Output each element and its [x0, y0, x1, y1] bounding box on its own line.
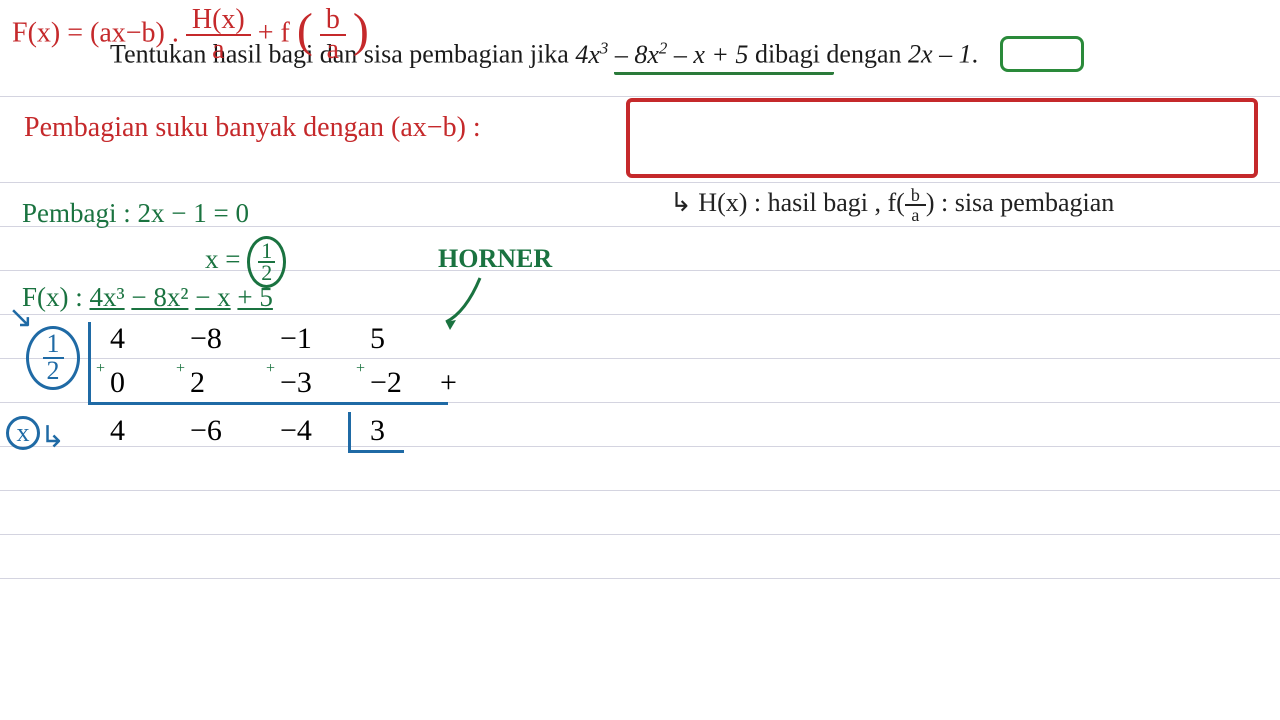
horner-r2c0: 0: [110, 366, 125, 400]
remainder-box-h: [348, 450, 404, 453]
horner-r3c3: 3: [370, 414, 385, 448]
note-f-prefix: f(: [887, 188, 904, 217]
ruled-line: [0, 578, 1280, 579]
note-arrow: ↳: [670, 188, 692, 217]
fx-t1: − 8x²: [131, 282, 188, 312]
fx-t0: 4x³: [90, 282, 125, 312]
polynomial-underline: [614, 70, 834, 75]
half-circle: 12: [247, 236, 286, 288]
formula-frac-ba: b a: [320, 6, 346, 64]
question-suffix: .: [972, 40, 979, 69]
divisor-box: [1000, 36, 1084, 72]
plus-icon: +: [176, 360, 185, 378]
fx-t3: + 5: [237, 282, 272, 312]
horner-horizontal-line: [88, 402, 448, 405]
horner-r1c0: 4: [110, 322, 125, 356]
multiply-x-circle: x: [6, 416, 40, 450]
right-arrow-icon: ↳: [40, 420, 65, 455]
formula-content: F(x) = (ax−b) . H(x) a + f ( b a ): [12, 6, 369, 64]
pembagi-label: Pembagi :: [22, 198, 131, 228]
horner-r3c0: 4: [110, 414, 125, 448]
pembagi-x-line: x = 12: [205, 236, 286, 288]
pembagi-expr: 2x − 1 = 0: [138, 198, 249, 228]
formula-lhs: F(x) = (ax−b) .: [12, 17, 179, 48]
remainder-box-v: [348, 412, 351, 452]
horner-r3c2: −4: [280, 414, 312, 448]
plus-icon: +: [266, 360, 275, 378]
fx-line: F(x) : 4x³ − 8x² − x + 5: [22, 282, 273, 313]
question-divisor: 2x – 1: [908, 40, 972, 69]
formula-note: ↳ H(x) : hasil bagi , f(ba) : sisa pemba…: [670, 186, 1114, 224]
horner-r2c1: 2: [190, 366, 205, 400]
pembagi-line: Pembagi : 2x − 1 = 0: [22, 198, 249, 229]
ruled-line: [0, 534, 1280, 535]
ruled-line: [0, 96, 1280, 97]
formula-box: [626, 98, 1258, 178]
ruled-line: [0, 490, 1280, 491]
plus-icon: +: [356, 360, 365, 378]
horner-r2c3: −2: [370, 366, 402, 400]
horner-r1c1: −8: [190, 322, 222, 356]
horner-pivot: 12: [26, 326, 80, 390]
formula-plus: + f: [258, 17, 297, 48]
horner-r1c3: 5: [370, 322, 385, 356]
horner-r2c2: −3: [280, 366, 312, 400]
plus-icon: +: [96, 360, 105, 378]
horner-arrow-icon: [440, 272, 500, 336]
horner-vertical-line: [88, 322, 91, 404]
note-frac: ba: [905, 186, 926, 224]
pembagian-label: Pembagian suku banyak dengan (ax−b) :: [24, 112, 481, 144]
ruled-line: [0, 270, 1280, 271]
ruled-line: [0, 182, 1280, 183]
question-middle: dibagi dengan: [748, 40, 908, 69]
note-f-suffix: ) : sisa pembagian: [926, 188, 1114, 217]
note-h: H(x) : hasil bagi ,: [698, 188, 881, 217]
horner-r1c2: −1: [280, 322, 312, 356]
ruled-line: [0, 314, 1280, 315]
question-polynomial: 4x3 – 8x2 – x + 5: [575, 40, 748, 69]
paren-right: ): [353, 12, 369, 50]
ruled-line: [0, 358, 1280, 359]
formula-frac-hx: H(x) a: [186, 6, 251, 64]
horner-r3c1: −6: [190, 414, 222, 448]
x-eq: x =: [205, 244, 240, 274]
fx-t2: − x: [195, 282, 230, 312]
horner-plus-end: +: [440, 366, 457, 400]
horner-label: HORNER: [438, 244, 552, 274]
paren-left: (: [297, 12, 313, 50]
